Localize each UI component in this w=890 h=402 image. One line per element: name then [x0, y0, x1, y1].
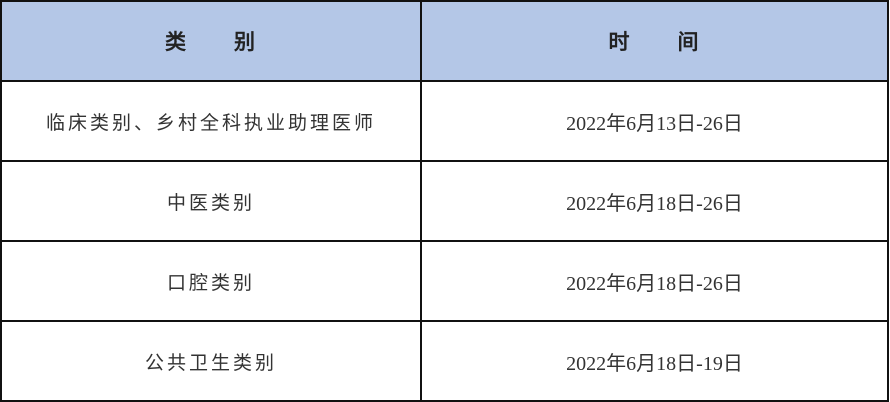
time-cell: 2022年6月13日-26日 — [420, 80, 889, 162]
category-cell: 公共卫生类别 — [0, 320, 422, 402]
time-cell: 2022年6月18日-19日 — [420, 320, 889, 402]
time-cell: 2022年6月18日-26日 — [420, 160, 889, 242]
table-row: 口腔类别 2022年6月18日-26日 — [0, 240, 889, 322]
table-row: 公共卫生类别 2022年6月18日-19日 — [0, 320, 889, 402]
category-cell: 中医类别 — [0, 160, 422, 242]
category-cell: 口腔类别 — [0, 240, 422, 322]
header-time: 时 间 — [420, 0, 889, 82]
time-cell: 2022年6月18日-26日 — [420, 240, 889, 322]
header-category: 类 别 — [0, 0, 422, 82]
table-row: 中医类别 2022年6月18日-26日 — [0, 160, 889, 242]
category-cell: 临床类别、乡村全科执业助理医师 — [0, 80, 422, 162]
header-row: 类 别 时 间 — [0, 0, 889, 82]
table-row: 临床类别、乡村全科执业助理医师 2022年6月13日-26日 — [0, 80, 889, 162]
